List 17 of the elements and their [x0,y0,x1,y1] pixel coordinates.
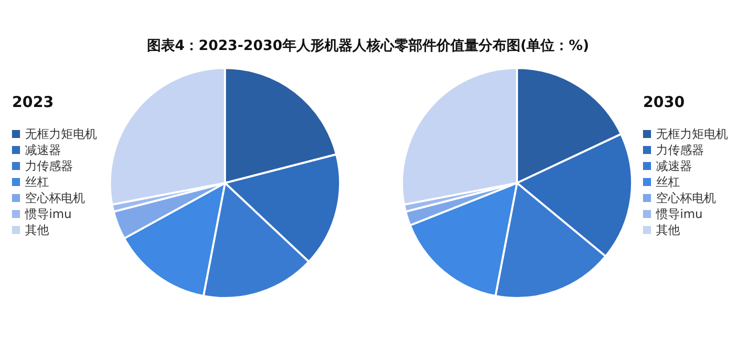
legend-label: 丝杠 [656,174,680,190]
legend-label: 空心杯电机 [25,190,85,206]
legend-label: 其他 [25,222,49,238]
legend-label: 力传感器 [25,158,73,174]
legend-label: 无框力矩电机 [25,126,97,142]
text: 2023 [12,93,54,111]
legend-label: 无框力矩电机 [656,126,728,142]
legend-label: 惯导imu [656,206,703,222]
legend-label: 减速器 [656,158,692,174]
legend-label: 空心杯电机 [656,190,716,206]
text: 图表4：2023-2030年人形机器人核心零部件价值量分布图(单位：%) [146,37,590,55]
legend-label: 丝杠 [25,174,49,190]
legend-label: 惯导imu [25,206,72,222]
legend-label: 力传感器 [656,142,704,158]
legend-label: 其他 [656,222,680,238]
text: 2030 [643,93,685,111]
legend-label: 减速器 [25,142,61,158]
